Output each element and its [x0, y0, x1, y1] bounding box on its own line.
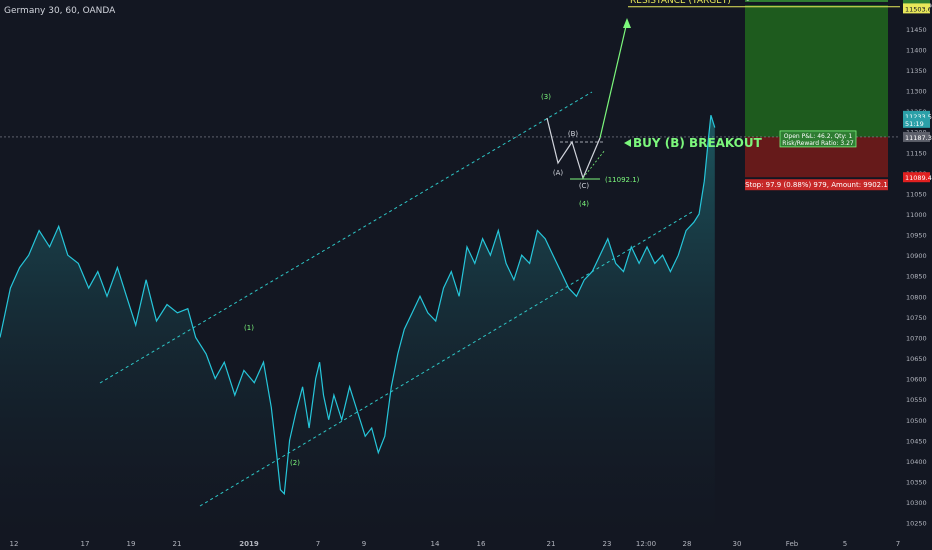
y-tick-label: 11400: [906, 46, 927, 54]
y-tick-label: 10350: [906, 479, 927, 487]
price-tag-stop-bg: [903, 172, 930, 183]
price-tag-countdown-bg: [903, 117, 930, 128]
buy-arrow-icon: [624, 139, 631, 147]
x-tick-label: Feb: [786, 540, 799, 548]
x-tick-label: 12: [10, 540, 19, 548]
wave-label: (A): [553, 169, 564, 177]
pnl-line1: Open P&L: 46.2, Qty: 1: [784, 133, 853, 140]
price-tag-stop: 11089.4: [905, 174, 932, 182]
y-tick-label: 10900: [906, 252, 927, 260]
chart-title: Germany 30, 60, OANDA: [4, 6, 116, 16]
target-label: Target: 320.6 (2.87%) 3206, Amount: 1032…: [735, 0, 898, 1]
channel-upper-line: [99, 91, 593, 384]
y-tick-label: 10450: [906, 437, 927, 445]
pnl-line2: Risk/Reward Ratio: 3.27: [782, 140, 854, 147]
y-tick-label: 10850: [906, 273, 927, 281]
stop-label: Stop: 97.9 (0.88%) 979, Amount: 9902.1: [745, 181, 888, 189]
y-tick-label: 10550: [906, 396, 927, 404]
y-tick-label: 10750: [906, 314, 927, 322]
stop-label-bg: [745, 179, 888, 191]
y-tick-label: 11300: [906, 88, 927, 96]
x-tick-label: 2019: [239, 540, 259, 548]
y-tick-label: 10400: [906, 458, 927, 466]
x-tick-label: 12:00: [636, 540, 656, 548]
x-tick-label: 7: [316, 540, 320, 548]
wave-label: (3): [541, 93, 551, 101]
wave-label: (2): [290, 459, 300, 467]
wave-label: (1): [244, 324, 254, 332]
x-tick-label: 7: [896, 540, 900, 548]
price-tag-current: 11233.5: [905, 113, 932, 121]
x-tick-label: 14: [431, 540, 440, 548]
y-tick-label: 11450: [906, 26, 927, 34]
x-tick-label: 28: [683, 540, 692, 548]
price-tag-current-bg: [903, 110, 930, 121]
wave-label: (4): [579, 200, 589, 208]
y-tick-label: 10300: [906, 499, 927, 507]
x-tick-label: 23: [603, 540, 612, 548]
x-tick-label: 21: [173, 540, 182, 548]
y-tick-label: 11000: [906, 211, 927, 219]
x-tick-label: 9: [362, 540, 366, 548]
y-tick-label: 10600: [906, 376, 927, 384]
breakout-arrowhead: [623, 18, 631, 28]
price-line: [0, 115, 716, 496]
c-dotted-line: [582, 149, 606, 179]
y-tick-label: 10950: [906, 232, 927, 240]
wave-label: (B): [568, 130, 579, 138]
buy-breakout-label: BUY (B) BREAKOUT: [633, 136, 763, 150]
y-tick-label: 10250: [906, 520, 927, 528]
y-tick-label: 10650: [906, 355, 927, 363]
pnl-box: [779, 130, 857, 148]
x-tick-label: 21: [547, 540, 556, 548]
x-tick-label: 19: [127, 540, 136, 548]
y-tick-label: 11050: [906, 190, 927, 198]
y-tick-label: 10700: [906, 334, 927, 342]
price-tag-entry: 11187.3: [905, 134, 932, 142]
price-tag-entry-bg: [903, 131, 930, 142]
level-label: (11092.1): [605, 176, 640, 184]
y-tick-label: 11350: [906, 67, 927, 75]
price-tag-resistance: 11503.6: [905, 5, 932, 13]
x-tick-label: 30: [733, 540, 742, 548]
breakout-arrow-line: [599, 21, 628, 139]
wave-label: (C): [579, 182, 590, 190]
x-tick-label: 5: [843, 540, 847, 548]
price-tag-resistance-bg: [903, 3, 930, 14]
price-tag-countdown: 51:19: [905, 120, 924, 128]
x-tick-label: 16: [477, 540, 486, 548]
target-label-bg: [745, 0, 888, 2]
y-tick-label: 10500: [906, 417, 927, 425]
target-zone: [745, 4, 888, 137]
y-tick-label: 11150: [906, 149, 927, 157]
y-tick-label: 10800: [906, 293, 927, 301]
resistance-label: RESISTANCE (TARGET): [630, 0, 731, 6]
price-area-fill: [0, 115, 715, 535]
x-tick-label: 17: [81, 540, 90, 548]
